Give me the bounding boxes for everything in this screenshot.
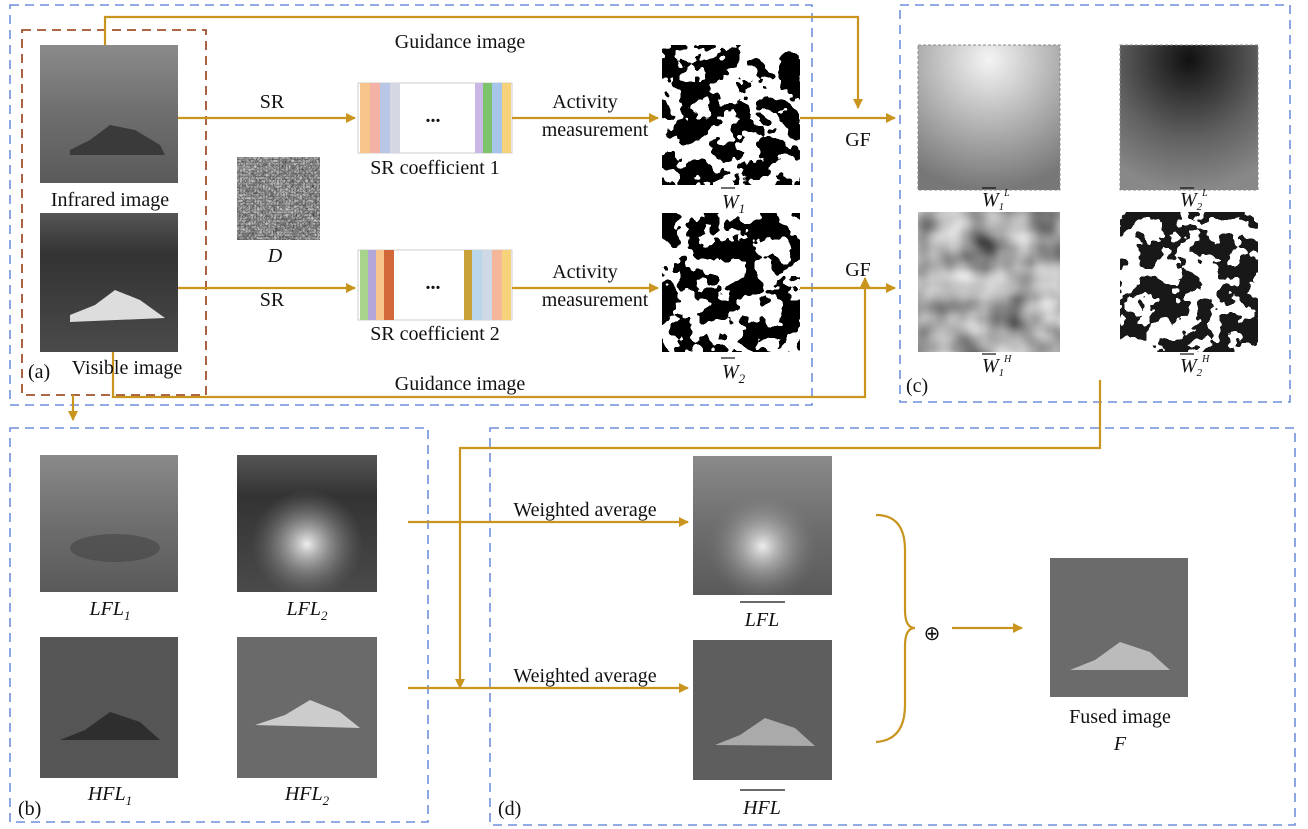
- plus-symbol: ⊕: [924, 623, 941, 645]
- ellipsis: ...: [426, 105, 441, 127]
- gf-label: GF: [845, 129, 871, 151]
- image-label: Visible image: [72, 357, 183, 379]
- weight-label: W2L: [1180, 188, 1208, 213]
- fused-layer-label: HFL: [742, 797, 781, 819]
- panel-label: (b): [18, 798, 41, 820]
- image-label: Infrared image: [51, 189, 169, 211]
- fused-symbol: F: [1113, 733, 1127, 755]
- panel-label: (c): [906, 375, 928, 397]
- activity-label: measurement: [542, 119, 649, 141]
- panel-label: (a): [28, 361, 50, 383]
- activity-label: measurement: [542, 289, 649, 311]
- coef-label: SR coefficient 1: [370, 157, 500, 179]
- layer-label: HFL1: [87, 783, 132, 808]
- fused-label: Fused image: [1069, 706, 1171, 728]
- guidance-label: Guidance image: [395, 31, 526, 53]
- activity-label: Activity: [552, 91, 618, 113]
- layer-label: HFL2: [284, 783, 330, 808]
- dictionary-label: D: [267, 245, 283, 267]
- guidance-label: Guidance image: [395, 373, 526, 395]
- ellipsis: ...: [426, 272, 441, 294]
- weighted-label: Weighted average: [513, 665, 656, 687]
- weight-label: W1L: [982, 188, 1010, 213]
- weighted-label: Weighted average: [513, 499, 656, 521]
- sr-label: SR: [260, 289, 285, 311]
- coef-label: SR coefficient 2: [370, 323, 500, 345]
- weight-label: W2H: [1180, 354, 1210, 379]
- activity-label: Activity: [552, 261, 618, 283]
- diagram: Guidance image Guidance image SR SR Infr…: [0, 0, 1308, 829]
- layer-label: LFL1: [89, 598, 131, 623]
- gf-label: GF: [845, 259, 871, 281]
- weight-label: W1: [722, 191, 745, 216]
- weight-label: W1H: [982, 354, 1012, 379]
- sr-label: SR: [260, 91, 285, 113]
- fused-layer-label: LFL: [744, 609, 779, 631]
- weight-label: W2: [722, 361, 746, 386]
- panel-label: (d): [498, 798, 521, 820]
- layer-label: LFL2: [286, 598, 328, 623]
